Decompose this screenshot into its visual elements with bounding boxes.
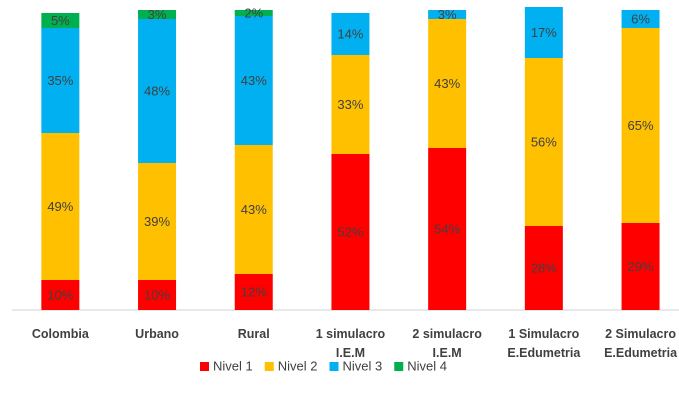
data-label: 48%	[144, 83, 170, 98]
data-label: 10%	[47, 287, 73, 302]
data-label: 3%	[148, 7, 167, 22]
bar-segment	[138, 10, 177, 19]
bar-segment	[41, 133, 80, 280]
legend-label: Nivel 1	[213, 358, 253, 373]
bar-segment	[138, 280, 177, 310]
x-tick-label: 2 Simulacro E.Edumetria	[604, 327, 678, 360]
data-label: 17%	[531, 25, 557, 40]
data-label: 3%	[438, 7, 457, 22]
x-tick-label: Rural	[237, 327, 270, 341]
data-label: 43%	[434, 76, 460, 91]
legend-swatch	[329, 362, 339, 371]
data-label: 29%	[628, 259, 654, 274]
data-label: 56%	[531, 134, 557, 149]
legend-label: Nivel 2	[278, 358, 318, 373]
bar-segment	[41, 280, 80, 310]
bar-segment	[428, 148, 467, 310]
legend-label: Nivel 3	[343, 358, 383, 373]
bar-segment	[331, 13, 370, 55]
data-label: 39%	[144, 214, 170, 229]
data-label: 14%	[337, 26, 363, 41]
bar-segment	[428, 19, 467, 148]
bar-segment	[524, 58, 563, 226]
data-label: 2%	[244, 5, 263, 20]
data-label: 33%	[337, 97, 363, 112]
data-label: 5%	[51, 13, 70, 28]
bar-segment	[428, 10, 467, 19]
bar-segment	[331, 55, 370, 154]
x-tick-label: 1 Simulacro E.Edumetria	[507, 327, 581, 360]
bar-segment	[234, 145, 273, 274]
bar-segment	[621, 10, 660, 28]
x-tick-label: Colombia	[31, 327, 89, 341]
bar-segment	[138, 19, 177, 163]
legend-swatch	[264, 362, 274, 371]
bar-segment	[138, 163, 177, 280]
legend-label: Nivel 4	[407, 358, 447, 373]
x-tick-label: 1 simulacro I.E.M	[315, 327, 386, 360]
bar-segment	[621, 28, 660, 223]
data-label: 54%	[434, 221, 460, 236]
bar-segment	[41, 28, 80, 133]
data-label: 28%	[531, 260, 557, 275]
data-label: 6%	[631, 11, 650, 26]
data-label: 65%	[628, 118, 654, 133]
data-label: 35%	[47, 73, 73, 88]
data-label: 12%	[241, 284, 267, 299]
data-label: 49%	[47, 199, 73, 214]
bar-segment	[234, 10, 273, 16]
legend-swatch	[394, 362, 404, 371]
bar-segment	[524, 226, 563, 310]
bar-segment	[234, 16, 273, 145]
bar-segment	[621, 223, 660, 310]
data-label: 52%	[337, 224, 363, 239]
bar-segment	[234, 274, 273, 310]
bar-segment	[331, 154, 370, 310]
data-label: 43%	[241, 202, 267, 217]
data-label: 10%	[144, 287, 170, 302]
bar-segment	[41, 13, 80, 28]
data-label: 43%	[241, 73, 267, 88]
bar-segment	[524, 7, 563, 58]
x-tick-label: 2 simulacro I.E.M	[412, 327, 482, 360]
x-tick-label: Urbano	[135, 327, 179, 341]
legend-swatch	[200, 362, 209, 371]
